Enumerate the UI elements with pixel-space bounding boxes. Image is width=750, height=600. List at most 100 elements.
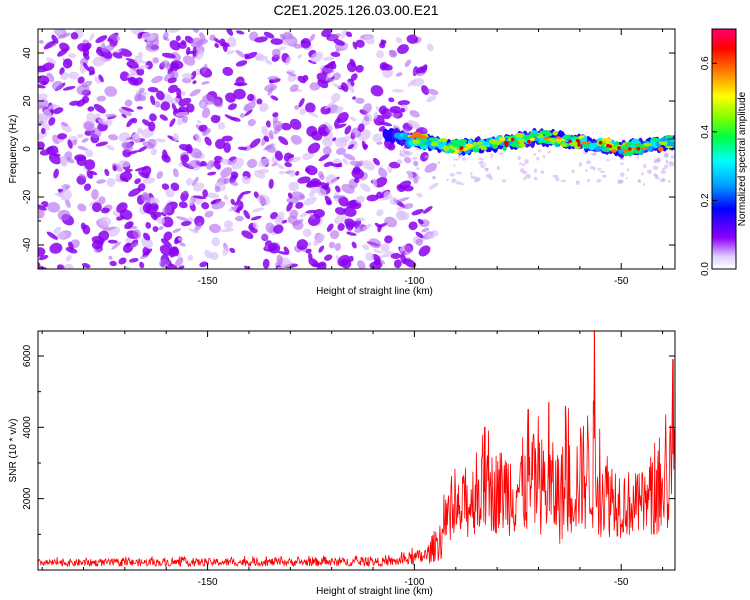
noise-blob — [38, 112, 48, 125]
noise-blob — [199, 261, 208, 268]
noise-blob — [420, 151, 429, 162]
noise-blob — [190, 37, 203, 48]
noise-blob — [270, 38, 283, 45]
noise-blob — [407, 170, 414, 181]
noise-blob — [284, 162, 293, 168]
noise-blob — [303, 196, 317, 206]
noise-blob — [422, 206, 433, 214]
noise-blob — [136, 106, 143, 110]
band-peak-dot — [577, 143, 581, 147]
noise-blob — [352, 41, 358, 50]
noise-blob — [77, 133, 84, 139]
noise-blob — [86, 112, 97, 124]
noise-blob — [281, 219, 288, 224]
noise-blob — [60, 160, 67, 167]
noise-blob — [355, 97, 365, 104]
noise-blob — [403, 157, 412, 164]
noise-blob — [335, 48, 340, 53]
noise-blob — [177, 237, 183, 241]
noise-blob — [152, 226, 159, 232]
noise-blob — [159, 258, 170, 269]
speckle-blob — [638, 179, 642, 183]
noise-blob — [82, 262, 91, 269]
noise-blob — [344, 218, 356, 228]
noise-blob — [91, 202, 102, 213]
noise-blob — [149, 113, 157, 122]
noise-blob — [334, 242, 341, 252]
speckle-blob — [453, 164, 456, 167]
noise-blob — [178, 241, 186, 247]
noise-blob — [60, 122, 72, 133]
noise-blob — [381, 63, 393, 71]
noise-blob — [83, 183, 92, 191]
noise-blob — [399, 247, 405, 252]
noise-blob — [287, 192, 293, 199]
noise-blob — [362, 103, 373, 114]
noise-blob — [383, 191, 392, 200]
noise-blob — [47, 103, 57, 110]
noise-blob — [131, 132, 141, 144]
speckle-blob — [536, 156, 540, 161]
noise-blob — [151, 75, 163, 84]
noise-blob — [57, 133, 68, 140]
noise-blob — [334, 207, 346, 215]
y-tick-label: -40 — [22, 237, 33, 252]
band-hot-blob — [578, 135, 585, 138]
noise-blob — [155, 90, 165, 101]
noise-blob — [150, 95, 156, 106]
band-peak-dot — [459, 146, 464, 150]
noise-blob — [330, 92, 341, 103]
band-hot-blob — [540, 140, 551, 143]
noise-blob — [158, 226, 164, 231]
page-title: C2E1.2025.126.03.00.E21 — [273, 2, 439, 18]
noise-blob — [365, 252, 375, 261]
noise-blob — [169, 40, 181, 51]
noise-blob — [118, 132, 131, 143]
noise-blob — [81, 137, 89, 143]
speckle-blob — [496, 165, 500, 171]
noise-blob — [276, 254, 283, 266]
noise-blob — [194, 133, 202, 143]
noise-blob — [247, 93, 255, 102]
x-tick-label: -100 — [404, 276, 424, 287]
noise-blob — [156, 216, 166, 225]
band-hot-blob — [420, 137, 428, 143]
noise-blob — [118, 160, 131, 168]
noise-blob — [124, 242, 132, 248]
noise-blob — [334, 123, 347, 129]
speckle-blob — [575, 180, 580, 186]
noise-blob — [296, 239, 308, 251]
speckle-blob — [431, 176, 436, 180]
noise-blob — [178, 201, 188, 209]
noise-blob — [126, 61, 139, 69]
x-axis-label: Height of straight line (km) — [316, 586, 433, 597]
noise-blob — [408, 221, 418, 231]
noise-blob — [355, 64, 364, 73]
speckle-blob — [670, 155, 675, 159]
band-hot-blob — [418, 135, 427, 139]
noise-blob — [38, 84, 46, 89]
speckle-blob — [585, 169, 588, 173]
noise-blob — [330, 51, 341, 58]
noise-blob — [406, 34, 419, 44]
noise-blob — [313, 239, 320, 246]
noise-blob — [334, 213, 347, 224]
speckle-blob — [525, 173, 531, 179]
speckle-blob — [593, 151, 597, 155]
band-hot-blob — [552, 130, 558, 136]
noise-blob — [397, 44, 409, 55]
noise-blob — [77, 76, 85, 84]
speckle-blob — [665, 159, 669, 164]
band-peak-dot — [628, 147, 632, 151]
noise-blob — [229, 247, 236, 254]
speckle-blob — [560, 179, 566, 183]
noise-blob — [141, 193, 151, 204]
speckle-blob — [478, 160, 485, 165]
band-hot-blob — [492, 144, 498, 150]
band-hot-blob — [643, 143, 652, 147]
noise-blob — [349, 116, 357, 122]
noise-blob — [159, 244, 172, 256]
noise-blob — [273, 224, 284, 234]
noise-blob — [119, 171, 133, 182]
noise-blob — [189, 148, 203, 159]
